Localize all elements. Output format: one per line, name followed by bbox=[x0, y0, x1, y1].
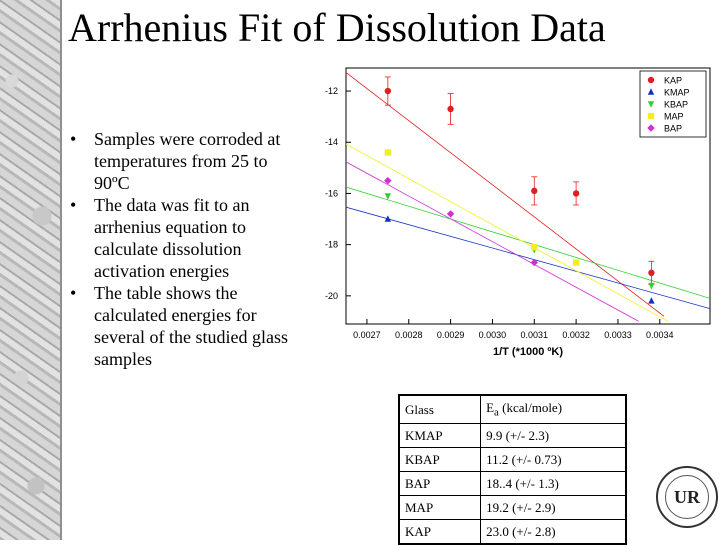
legend-label: BAP bbox=[664, 124, 682, 134]
data-point-kap bbox=[531, 187, 538, 195]
header-glass: Glass bbox=[398, 394, 482, 424]
data-point-map bbox=[384, 149, 392, 156]
legend-marker-map bbox=[647, 112, 655, 120]
fit-line-kmap bbox=[346, 206, 710, 310]
bullet-item: • Samples were corroded at temperatures f… bbox=[70, 128, 298, 194]
header-ea: Ea (kcal/mole) bbox=[480, 394, 627, 424]
legend-marker-bap bbox=[647, 124, 655, 132]
legend-label: KBAP bbox=[664, 100, 688, 110]
x-tick-label: 0.0027 bbox=[353, 330, 381, 340]
slide-title: Arrhenius Fit of Dissolution Data bbox=[68, 5, 606, 50]
y-tick-label: -16 bbox=[325, 188, 338, 198]
seal-monogram: UR bbox=[665, 475, 709, 519]
energy-table: Glass Ea (kcal/mole) KMAP 9.9 (+/- 2.3) K… bbox=[398, 394, 627, 545]
y-tick-label: -14 bbox=[325, 137, 338, 147]
glass-cell: BAP bbox=[398, 471, 482, 496]
data-point-kap bbox=[384, 87, 392, 95]
bullet-marker: • bbox=[70, 129, 77, 149]
glass-cell: KBAP bbox=[398, 447, 482, 472]
data-point-kap bbox=[447, 105, 454, 113]
x-tick-label: 0.0034 bbox=[646, 330, 674, 340]
data-point-kmap bbox=[648, 297, 655, 304]
legend-marker-kmap bbox=[647, 88, 655, 95]
header-ea-unit: (kcal/mole) bbox=[498, 400, 563, 416]
table-row: BAP 18..4 (+/- 1.3) bbox=[398, 471, 627, 496]
y-tick-label: -18 bbox=[325, 240, 338, 250]
x-tick-label: 0.0030 bbox=[479, 330, 507, 340]
bullet-item: • The data was fit to an arrhenius equati… bbox=[70, 194, 298, 282]
glass-cell: KAP bbox=[398, 519, 482, 545]
energy-cell: 11.2 (+/- 0.73) bbox=[480, 447, 627, 472]
university-seal-logo: UR bbox=[656, 466, 718, 528]
data-point-map bbox=[572, 259, 580, 266]
header-ea-subscript: a bbox=[494, 406, 499, 419]
data-point-bap bbox=[446, 210, 455, 218]
x-tick-label: 0.0028 bbox=[395, 330, 423, 340]
table-row: KMAP 9.9 (+/- 2.3) bbox=[398, 423, 627, 448]
x-tick-label: 0.0031 bbox=[521, 330, 549, 340]
table-row: KAP 23.0 (+/- 2.8) bbox=[398, 519, 627, 545]
energy-cell: 9.9 (+/- 2.3) bbox=[480, 423, 627, 448]
data-point-kbap bbox=[648, 282, 655, 290]
data-point-kap bbox=[572, 190, 580, 197]
bullet-marker: • bbox=[70, 283, 77, 303]
x-tick-label: 0.0032 bbox=[562, 330, 590, 340]
fit-line-map bbox=[346, 143, 669, 322]
arrhenius-chart: 0.0027 0.0028 0.0029 0.0030 0.0031 0.0032 0.00… bbox=[325, 67, 711, 358]
data-point-bap bbox=[384, 176, 392, 185]
data-point-bap bbox=[530, 258, 538, 267]
glass-cell: KMAP bbox=[398, 423, 482, 448]
data-point-kbap bbox=[384, 193, 392, 200]
bullet-text: The table shows the calculated energies … bbox=[94, 283, 288, 369]
bullet-text: The data was fit to an arrhenius equatio… bbox=[94, 195, 250, 281]
bullet-item: • The table shows the calculated energies… bbox=[70, 282, 298, 370]
x-tick-label: 0.0033 bbox=[604, 330, 632, 340]
table-header-row: Glass Ea (kcal/mole) bbox=[398, 394, 627, 424]
decorative-sidebar bbox=[0, 0, 62, 540]
x-axis-label: 1/T (*1000 ºK) bbox=[493, 346, 563, 358]
header-ea-symbol: E bbox=[486, 400, 495, 416]
bullet-marker: • bbox=[70, 195, 77, 215]
legend-label: MAP bbox=[664, 112, 684, 122]
fit-line-bap bbox=[346, 161, 640, 322]
table-row: KBAP 11.2 (+/- 0.73) bbox=[398, 447, 627, 472]
legend-label: KAP bbox=[664, 76, 682, 86]
legend-marker-kbap bbox=[647, 101, 655, 108]
legend-label: KMAP bbox=[664, 88, 690, 98]
y-tick-label: -20 bbox=[325, 291, 338, 301]
table-row: MAP 19.2 (+/- 2.9) bbox=[398, 495, 627, 520]
y-tick-label: -12 bbox=[325, 86, 338, 96]
energy-cell: 19.2 (+/- 2.9) bbox=[480, 495, 627, 520]
data-point-map bbox=[531, 244, 538, 251]
data-point-kmap bbox=[384, 215, 392, 222]
energy-cell: 18..4 (+/- 1.3) bbox=[480, 471, 627, 496]
bullet-list: • Samples were corroded at temperatures f… bbox=[70, 128, 298, 370]
energy-cell: 23.0 (+/- 2.8) bbox=[480, 519, 627, 545]
data-point-kap bbox=[648, 269, 655, 276]
x-tick-label: 0.0029 bbox=[437, 330, 465, 340]
bullet-text: Samples were corroded at temperatures fr… bbox=[94, 129, 281, 193]
legend-marker-kap bbox=[647, 76, 655, 84]
glass-cell: MAP bbox=[398, 495, 482, 520]
